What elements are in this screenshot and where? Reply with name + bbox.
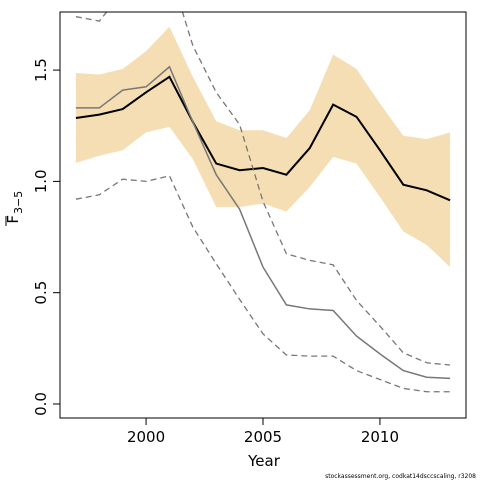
x-tick-label: 2000 [127, 428, 165, 446]
series-line [75, 75, 451, 202]
footnote: stockassessment.org, codkat14dsccscaling… [325, 473, 476, 480]
series-line [75, 65, 451, 380]
y-tick-label: 0.5 [32, 281, 50, 305]
y-axis-label: F 3−5 [4, 191, 25, 226]
y-tick-label: 1.5 [32, 58, 50, 82]
y-tick-label: 1.0 [32, 169, 50, 193]
series-line [75, 175, 451, 393]
y-axis-label-subscript: 3−5 [12, 191, 25, 214]
x-tick-label: 2005 [244, 428, 282, 446]
confidence-band [75, 26, 451, 268]
y-axis-label-main: F [4, 215, 22, 224]
y-tick-label: 0.0 [32, 392, 50, 416]
series-line [75, 12, 451, 366]
x-tick-label: 2010 [361, 428, 399, 446]
x-axis-label: Year [247, 452, 281, 470]
plot-area [75, 12, 451, 393]
